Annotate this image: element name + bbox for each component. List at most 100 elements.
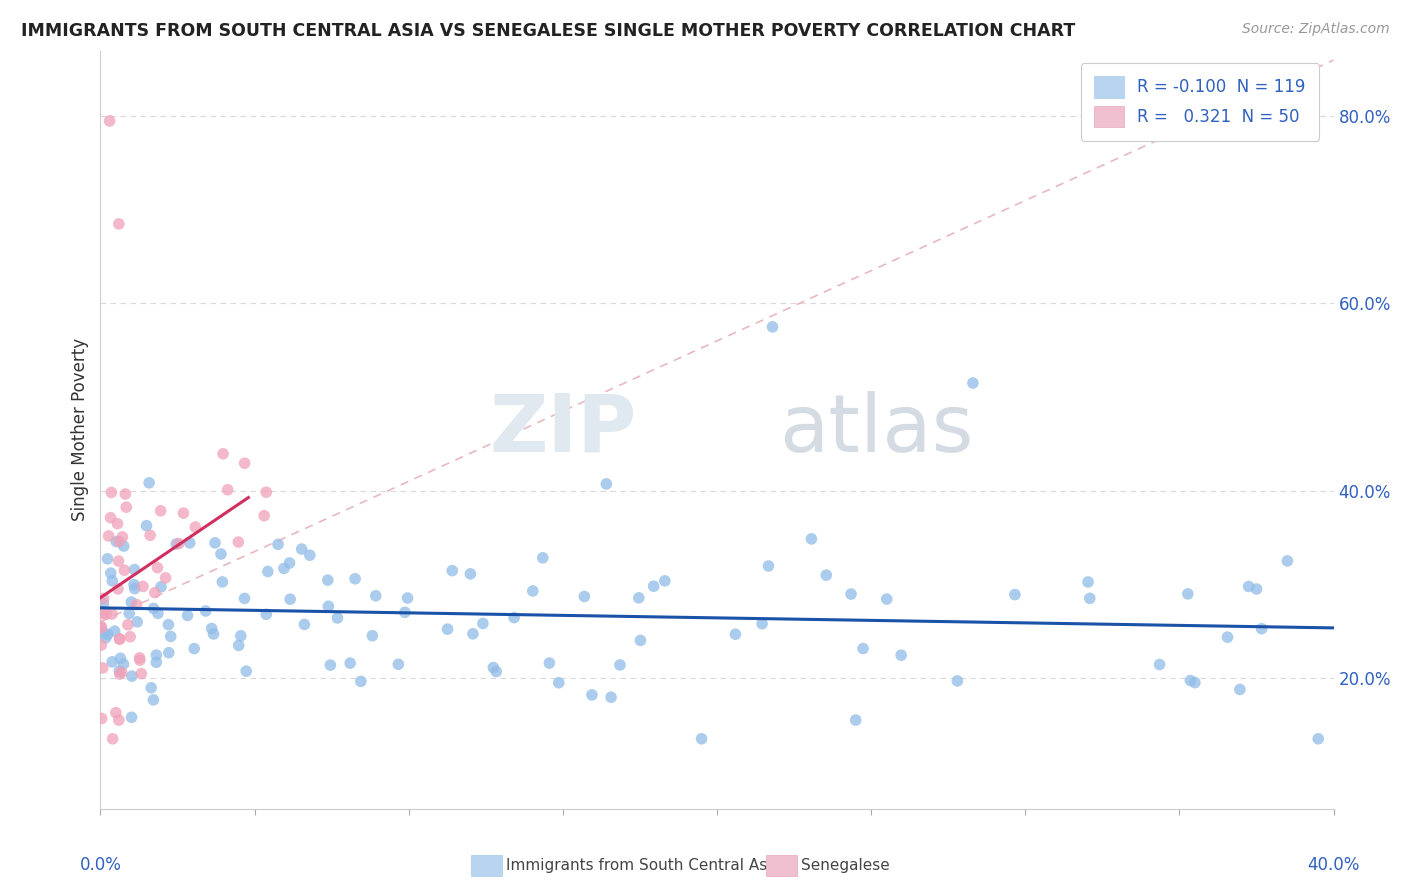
Point [90, 711, 112, 725]
Point [394, 605, 416, 619]
Point [1180, 673, 1202, 688]
Point [690, 731, 713, 746]
Point [581, 688, 603, 702]
Point [108, 667, 131, 681]
Point [183, 641, 205, 656]
Point [135, 518, 157, 533]
Point [90, 621, 112, 635]
Point [104, 706, 127, 720]
Point [228, 535, 250, 549]
Point [1177, 587, 1199, 601]
Point [104, 624, 127, 639]
Point [111, 665, 134, 680]
Point [758, 558, 780, 573]
Point [131, 666, 153, 681]
Point [108, 534, 131, 549]
Point [118, 607, 141, 621]
Point [350, 674, 373, 689]
Point [149, 504, 172, 518]
Point [1004, 588, 1026, 602]
Point [159, 629, 181, 643]
Point [97, 529, 120, 543]
Point [547, 675, 569, 690]
Point [121, 669, 143, 683]
Point [145, 656, 167, 670]
Point [124, 563, 146, 577]
Point [1216, 630, 1239, 644]
Point [339, 656, 361, 670]
Point [93, 597, 115, 611]
Point [1277, 554, 1299, 568]
Point [724, 627, 747, 641]
Text: atlas: atlas [779, 391, 973, 469]
Point [291, 542, 314, 557]
Point [1246, 582, 1268, 596]
Point [396, 591, 419, 605]
Point [235, 664, 257, 678]
Point [93, 625, 115, 640]
Point [204, 536, 226, 550]
Point [141, 681, 163, 695]
Point [1184, 675, 1206, 690]
Point [267, 537, 290, 551]
Point [387, 657, 409, 672]
Point [120, 630, 142, 644]
Point [254, 607, 277, 622]
Point [627, 591, 650, 605]
Point [1077, 574, 1099, 589]
Point [107, 516, 129, 531]
Point [98, 114, 121, 128]
Point [233, 591, 256, 606]
Point [361, 629, 384, 643]
Point [128, 651, 150, 665]
Point [316, 573, 339, 587]
Point [155, 571, 177, 585]
Point [128, 653, 150, 667]
Point [108, 632, 131, 646]
Point [1237, 579, 1260, 593]
Point [946, 673, 969, 688]
Point [461, 627, 484, 641]
Point [107, 554, 129, 568]
Point [101, 607, 124, 621]
Point [91, 661, 114, 675]
Point [233, 456, 256, 470]
Point [112, 657, 135, 671]
Point [800, 532, 823, 546]
Point [125, 598, 148, 612]
Point [146, 560, 169, 574]
Point [254, 485, 277, 500]
Point [485, 665, 508, 679]
Point [108, 217, 131, 231]
Point [108, 713, 131, 727]
Point [1384, 760, 1406, 774]
Point [114, 487, 136, 501]
Point [839, 587, 862, 601]
Point [852, 641, 875, 656]
Point [96, 607, 118, 621]
Legend: R = -0.100  N = 119, R =   0.321  N = 50: R = -0.100 N = 119, R = 0.321 N = 50 [1081, 62, 1319, 141]
Point [90, 638, 112, 652]
Text: IMMIGRANTS FROM SOUTH CENTRAL ASIA VS SENEGALESE SINGLE MOTHER POVERTY CORRELATI: IMMIGRANTS FROM SOUTH CENTRAL ASIA VS SE… [21, 22, 1076, 40]
Point [108, 632, 131, 647]
Point [761, 319, 783, 334]
Point [138, 475, 160, 490]
Point [344, 572, 367, 586]
Point [139, 528, 162, 542]
Point [143, 585, 166, 599]
Point [876, 592, 898, 607]
Point [460, 566, 482, 581]
Point [108, 664, 131, 678]
Point [482, 660, 505, 674]
Point [132, 579, 155, 593]
Point [278, 592, 301, 607]
Point [194, 604, 217, 618]
Point [101, 574, 124, 588]
Point [112, 563, 135, 577]
Point [600, 690, 623, 705]
Point [1078, 591, 1101, 606]
Point [294, 617, 316, 632]
Point [201, 622, 224, 636]
Point [229, 629, 252, 643]
Point [157, 646, 180, 660]
